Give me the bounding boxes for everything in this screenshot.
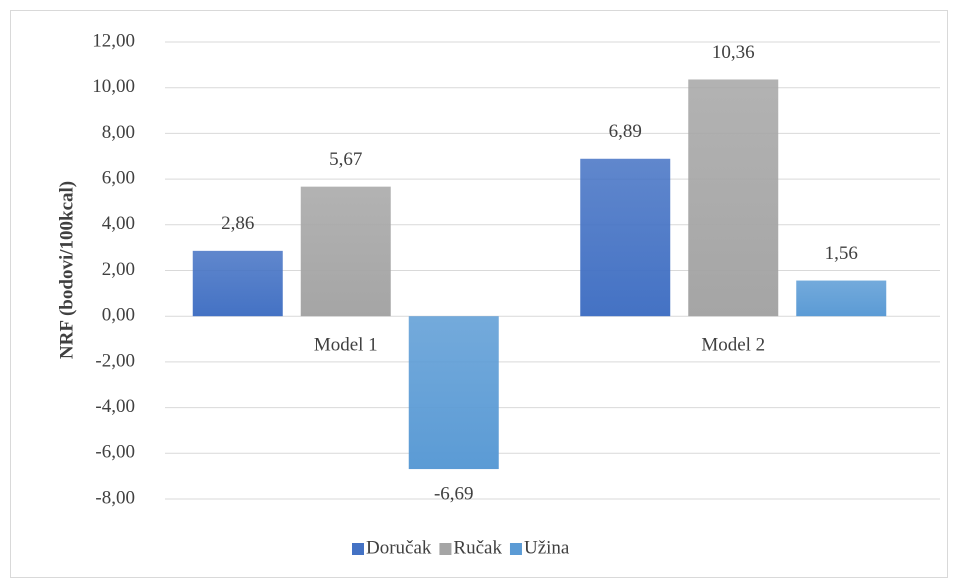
x-tick-label: Model 2 <box>701 335 765 356</box>
data-label: 10,36 <box>712 42 755 63</box>
data-label: 6,89 <box>609 121 642 142</box>
y-tick-label: -6,00 <box>95 442 135 463</box>
y-tick-label: -8,00 <box>95 487 135 508</box>
legend-swatch <box>352 543 364 555</box>
y-tick-label: 6,00 <box>102 167 135 188</box>
y-tick-label: -4,00 <box>95 396 135 417</box>
data-label: -6,69 <box>434 483 474 504</box>
y-tick-label: 10,00 <box>92 76 135 97</box>
bar <box>192 250 283 317</box>
legend-label: Užina <box>524 537 570 558</box>
y-tick-label: 4,00 <box>102 213 135 234</box>
y-tick-label: 0,00 <box>102 305 135 326</box>
data-label: 2,86 <box>221 213 254 234</box>
bar <box>580 158 671 317</box>
y-tick-label: 12,00 <box>92 30 135 51</box>
y-axis-label: NRF (bodovi/100kcal) <box>56 181 77 359</box>
bar <box>408 316 499 470</box>
legend-label: Doručak <box>366 537 432 558</box>
y-tick-label: 8,00 <box>102 122 135 143</box>
legend-label: Ručak <box>453 537 502 558</box>
bar <box>796 280 887 317</box>
y-tick-label: 2,00 <box>102 259 135 280</box>
legend-swatch <box>439 543 452 555</box>
bar <box>688 79 779 317</box>
data-label: 1,56 <box>825 243 858 264</box>
data-label: 5,67 <box>329 149 362 170</box>
legend-swatch <box>509 543 522 555</box>
bar <box>300 186 391 317</box>
x-tick-label: Model 1 <box>314 335 378 356</box>
chart-border <box>10 10 948 578</box>
y-tick-label: -2,00 <box>95 350 135 371</box>
